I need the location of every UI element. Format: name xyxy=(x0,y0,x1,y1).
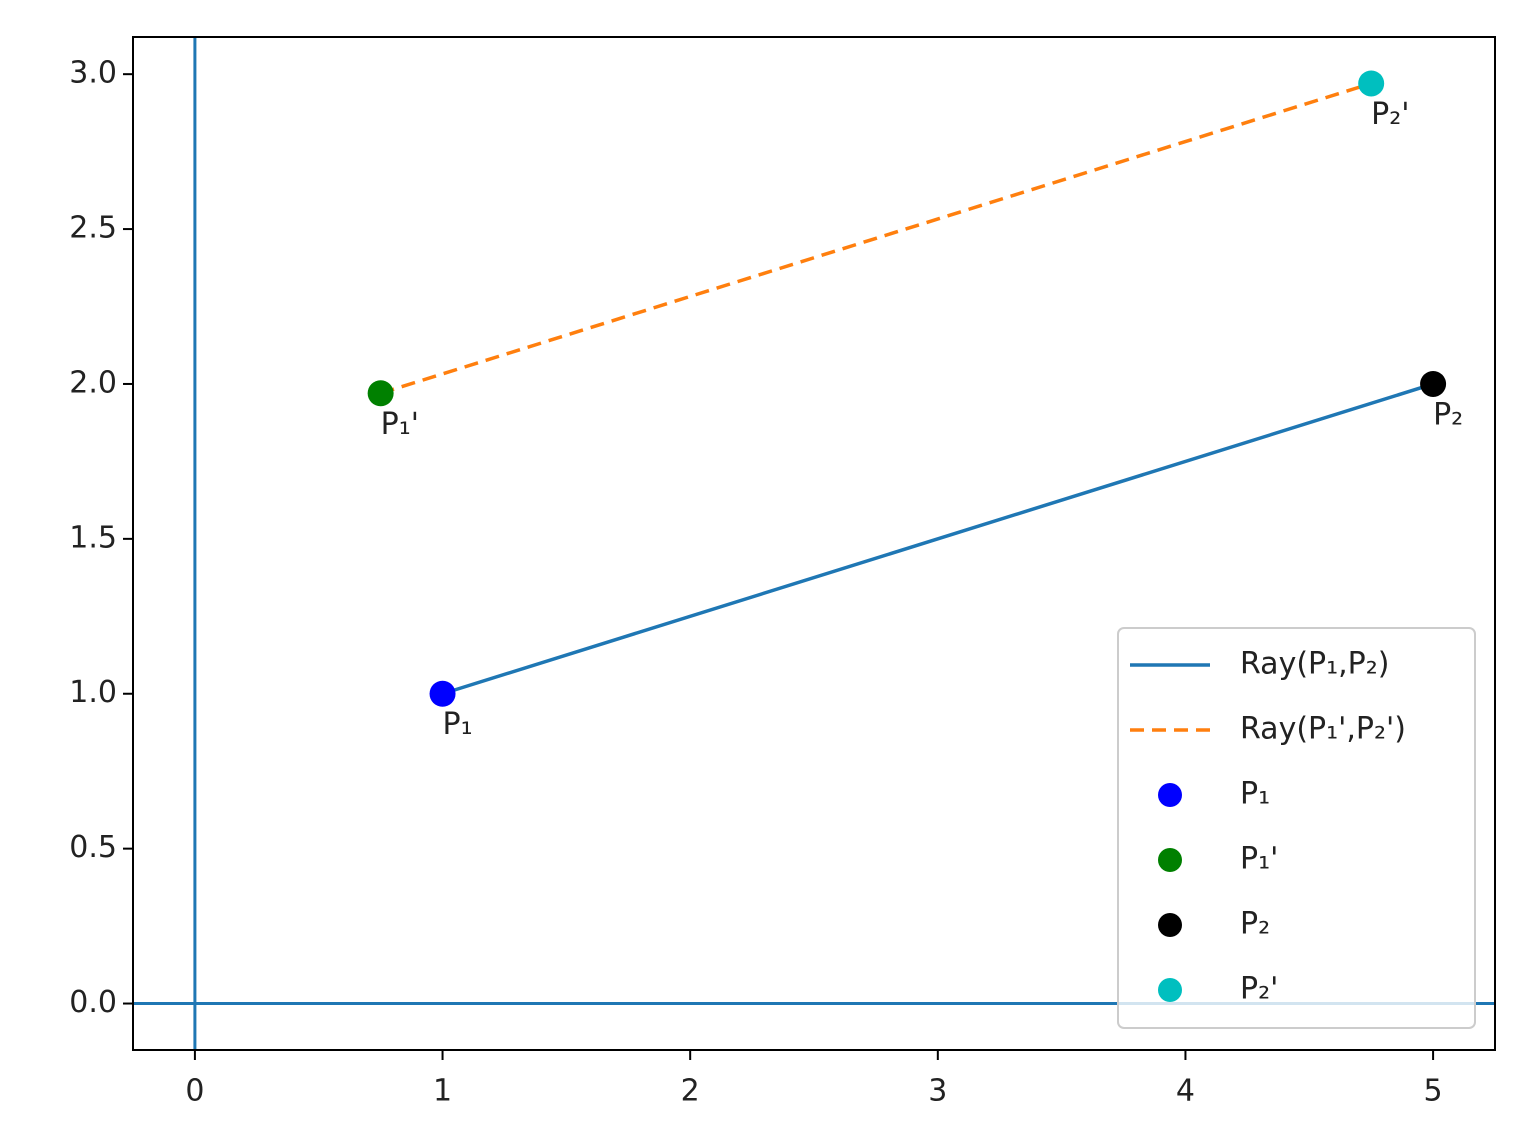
x-tick-label: 2 xyxy=(681,1074,700,1109)
legend-label: P₂' xyxy=(1240,972,1278,1007)
legend-label: P₂ xyxy=(1240,907,1270,942)
y-tick-label: 0.5 xyxy=(69,830,117,865)
point-label: P₁' xyxy=(381,407,419,442)
legend-marker xyxy=(1158,848,1182,872)
x-tick-label: 0 xyxy=(185,1074,204,1109)
axes-frame xyxy=(132,36,1496,1051)
x-tick-label: 1 xyxy=(433,1074,452,1109)
series-line xyxy=(380,81,1372,395)
legend-marker xyxy=(1158,913,1182,937)
y-tick-label: 1.5 xyxy=(69,520,117,555)
y-tick-label: 2.0 xyxy=(69,365,117,400)
legend-label: Ray(P₁,P₂) xyxy=(1240,647,1390,682)
y-tick-label: 3.0 xyxy=(69,56,117,91)
y-tick-label: 1.0 xyxy=(69,675,117,710)
x-tick-label: 3 xyxy=(928,1074,947,1109)
legend-marker xyxy=(1158,783,1182,807)
x-tick-label: 4 xyxy=(1176,1074,1195,1109)
point xyxy=(1358,70,1385,97)
series-line xyxy=(442,382,1434,696)
plot-area xyxy=(133,37,1495,1050)
legend-box xyxy=(1117,627,1476,1029)
point xyxy=(429,680,456,707)
point-label: P₁ xyxy=(443,707,473,742)
legend-label: P₁' xyxy=(1240,842,1278,877)
point-label: P₂' xyxy=(1371,97,1409,132)
x-tick-label: 5 xyxy=(1424,1074,1443,1109)
y-tick-label: 0.0 xyxy=(69,985,117,1020)
legend-marker xyxy=(1158,978,1182,1002)
point xyxy=(367,380,394,407)
point xyxy=(1420,370,1447,397)
y-tick-label: 2.5 xyxy=(69,211,117,246)
legend-label: Ray(P₁',P₂') xyxy=(1240,712,1406,747)
legend-label: P₁ xyxy=(1240,777,1270,812)
point-label: P₂ xyxy=(1433,397,1463,432)
